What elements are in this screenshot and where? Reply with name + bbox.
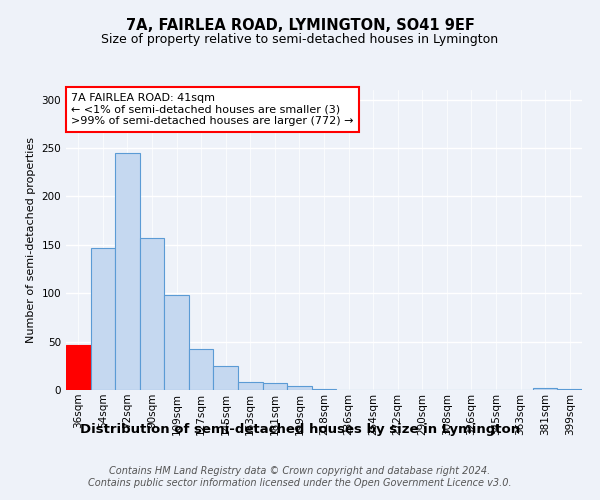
Bar	[66, 344, 91, 390]
Bar	[263, 383, 287, 390]
Bar	[312, 389, 336, 390]
Bar	[557, 389, 582, 390]
Bar	[238, 382, 263, 390]
Bar	[115, 153, 140, 390]
Bar	[91, 248, 115, 390]
Bar	[287, 386, 312, 390]
Text: Contains HM Land Registry data © Crown copyright and database right 2024.
Contai: Contains HM Land Registry data © Crown c…	[88, 466, 512, 487]
Text: 7A FAIRLEA ROAD: 41sqm
← <1% of semi-detached houses are smaller (3)
>99% of sem: 7A FAIRLEA ROAD: 41sqm ← <1% of semi-det…	[71, 93, 353, 126]
Y-axis label: Number of semi-detached properties: Number of semi-detached properties	[26, 137, 36, 343]
Bar	[164, 295, 189, 390]
Text: 7A, FAIRLEA ROAD, LYMINGTON, SO41 9EF: 7A, FAIRLEA ROAD, LYMINGTON, SO41 9EF	[125, 18, 475, 32]
Text: Size of property relative to semi-detached houses in Lymington: Size of property relative to semi-detach…	[101, 32, 499, 46]
Text: Distribution of semi-detached houses by size in Lymington: Distribution of semi-detached houses by …	[80, 422, 520, 436]
Bar	[189, 350, 214, 390]
Bar	[533, 388, 557, 390]
Bar	[140, 238, 164, 390]
Bar	[214, 366, 238, 390]
